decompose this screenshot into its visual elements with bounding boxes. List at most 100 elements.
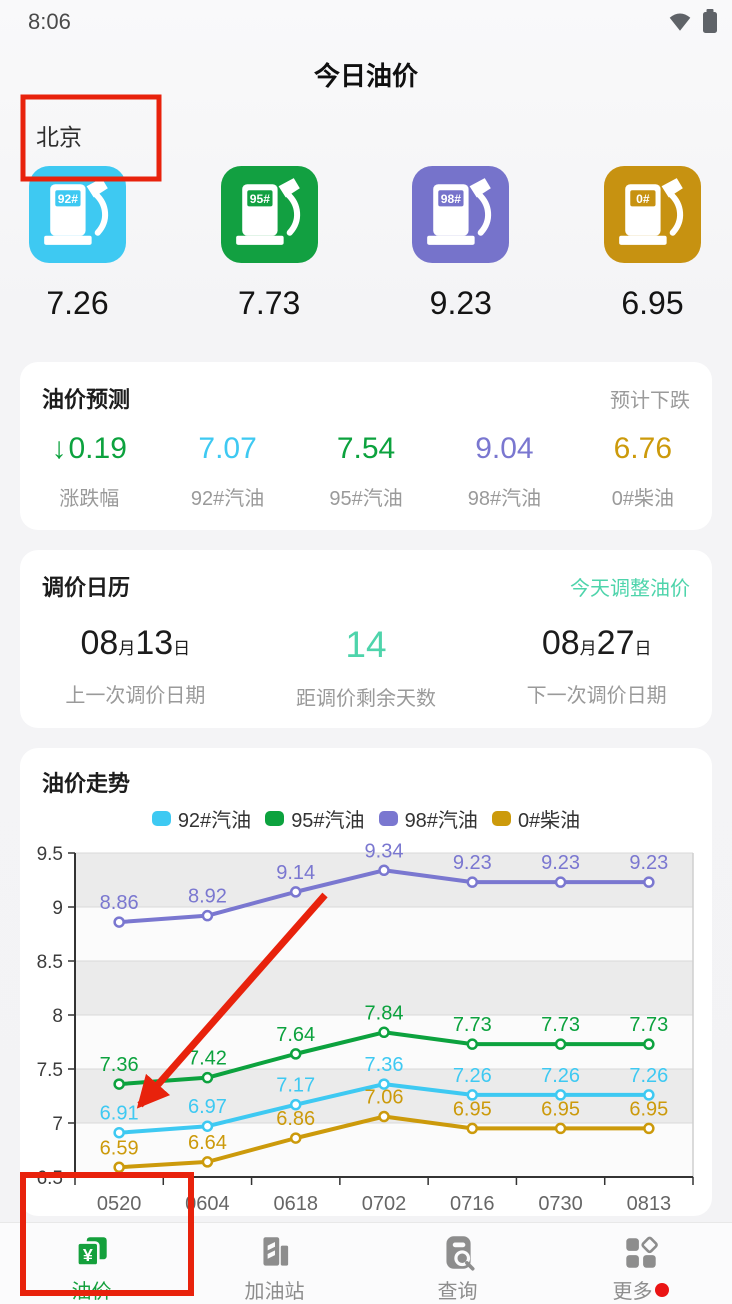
legend-label: 0#柴油 — [517, 810, 581, 832]
y-axis-tick-label: 9 — [52, 898, 63, 919]
calendar-col-next: 08月27日 下一次调价日期 — [526, 624, 667, 707]
svg-text:¥: ¥ — [82, 1245, 92, 1265]
calendar-card: 调价日历 今天调整油价 08月13日 上一次调价日期 14 距调价剩余天数 08… — [20, 550, 712, 728]
chart-legend: 92#汽油 95#汽油 98#汽油 0#柴油 — [20, 804, 712, 833]
data-point — [378, 1110, 390, 1123]
data-point-label: 6.91 — [100, 1103, 139, 1125]
data-point — [643, 1089, 655, 1101]
query-search-icon — [445, 1236, 475, 1271]
calendar-col-last: 08月13日 上一次调价日期 — [65, 624, 206, 707]
price-trend-line-chart[interactable]: 6.5 7 7.5 8 8.5 9 9.5 0520 0604 0618 0702 0716 0730 0… — [20, 840, 712, 1216]
data-point-label: 9.14 — [276, 862, 315, 884]
x-axis-tick-label: 0730 — [538, 1193, 583, 1215]
y-axis-tick-label: 7 — [52, 1114, 63, 1135]
legend-item[interactable]: 95#汽油 — [265, 804, 365, 833]
price-0: 6.95 — [621, 285, 684, 321]
data-point — [466, 876, 479, 888]
legend-item[interactable]: 0#柴油 — [491, 804, 581, 833]
data-point-label: 8.92 — [188, 886, 227, 908]
status-bar: 8:06 — [0, 0, 732, 44]
data-point — [378, 1026, 390, 1039]
fuel-card-92[interactable]: 92# 7.26 — [29, 166, 126, 322]
data-point — [289, 886, 302, 898]
data-point-label: 6.97 — [188, 1096, 227, 1118]
price-98: 9.23 — [429, 285, 492, 321]
data-point-label: 7.06 — [365, 1087, 404, 1109]
data-point — [378, 864, 390, 877]
bottom-nav: ¥ 油价 加油站 查询 — [0, 1222, 732, 1304]
data-point-label: 7.73 — [541, 1014, 580, 1036]
legend-label: 98#汽油 — [404, 810, 478, 832]
legend-swatch-icon — [378, 811, 398, 826]
battery-icon — [703, 9, 717, 33]
data-point-label: 6.95 — [541, 1098, 580, 1120]
x-axis-tick-label: 0604 — [185, 1193, 230, 1215]
data-point — [289, 1048, 302, 1060]
data-point-label: 7.26 — [629, 1065, 668, 1087]
legend-swatch-icon — [265, 811, 285, 826]
y-axis-tick-label: 8.5 — [37, 952, 63, 973]
city-selector[interactable]: 北京 — [36, 124, 82, 150]
data-point-label: 7.36 — [100, 1054, 139, 1076]
data-point-label: 7.26 — [453, 1065, 492, 1087]
data-point-label: 7.73 — [453, 1014, 492, 1036]
svg-text:0#: 0# — [636, 192, 650, 206]
nav-tab-more[interactable]: 更多 — [549, 1223, 732, 1304]
legend-item[interactable]: 98#汽油 — [378, 804, 478, 833]
data-point — [466, 1122, 479, 1135]
data-point-label: 6.86 — [276, 1108, 315, 1130]
data-point — [378, 1078, 390, 1090]
fuel-card-98[interactable]: 98# 9.23 — [412, 166, 510, 322]
data-point — [643, 876, 655, 888]
data-point-label: 9.23 — [453, 852, 492, 874]
data-point — [289, 1132, 302, 1144]
x-axis-tick-label: 0813 — [627, 1193, 672, 1215]
data-point — [466, 1038, 479, 1050]
svg-text:95#: 95# — [249, 192, 269, 206]
trend-card: 油价走势 92#汽油 95#汽油 98#汽油 0#柴油 6.5 7 7.5 8 8.5 9 9.5… — [20, 748, 712, 1216]
price-92: 7.26 — [46, 285, 109, 321]
clock: 8:06 — [28, 9, 71, 34]
fuel-pump-95-icon: 95# — [220, 166, 318, 263]
data-point — [466, 1089, 479, 1101]
nav-tab-fuel-price[interactable]: ¥ 油价 — [0, 1223, 183, 1304]
page-title: 今日油价 — [313, 61, 418, 91]
x-axis-tick-label: 0618 — [273, 1193, 318, 1215]
y-axis-tick-label: 8 — [52, 1006, 63, 1027]
fuel-price-row: 92# 7.26 95# 7.73 — [0, 166, 732, 322]
data-point-label: 9.23 — [629, 852, 668, 874]
data-point-label: 7.42 — [188, 1048, 227, 1070]
fuel-card-0[interactable]: 0# 6.95 — [603, 166, 701, 322]
y-axis-tick-label: 9.5 — [37, 844, 63, 865]
fuel-price-tab-icon: ¥ — [75, 1237, 107, 1267]
data-point-label: 6.64 — [188, 1132, 227, 1154]
gas-station-icon — [262, 1237, 288, 1266]
x-axis-tick-label: 0520 — [97, 1193, 142, 1215]
prediction-col-change: ↓0.19 涨跌幅 — [51, 432, 127, 510]
notification-dot — [654, 1282, 669, 1297]
data-point — [643, 1122, 655, 1135]
y-axis-tick-label: 7.5 — [37, 1060, 63, 1081]
fuel-pump-92-icon: 92# — [29, 166, 126, 263]
days-remaining: 14 — [345, 624, 387, 665]
nav-tab-query[interactable]: 查询 — [366, 1223, 549, 1304]
price-95: 7.73 — [238, 285, 301, 321]
svg-text:98#: 98# — [441, 192, 461, 206]
data-point-label: 7.64 — [276, 1024, 315, 1046]
trend-title: 油价走势 — [42, 771, 131, 796]
fuel-pump-0-icon: 0# — [603, 166, 701, 263]
data-point-label: 7.73 — [629, 1014, 668, 1036]
data-point-label: 8.86 — [100, 892, 139, 914]
calendar-title: 调价日历 — [42, 575, 131, 600]
legend-item[interactable]: 92#汽油 — [151, 804, 251, 833]
more-grid-icon — [625, 1236, 658, 1268]
nav-tab-gas-station[interactable]: 加油站 — [183, 1223, 366, 1304]
prediction-status: 预计下跌 — [610, 389, 690, 412]
data-point — [113, 916, 125, 928]
data-point-label: 7.36 — [365, 1054, 404, 1076]
prediction-title: 油价预测 — [42, 387, 131, 412]
down-arrow-icon: ↓ — [51, 432, 67, 465]
data-point — [113, 1126, 125, 1139]
fuel-card-95[interactable]: 95# 7.73 — [220, 166, 318, 322]
